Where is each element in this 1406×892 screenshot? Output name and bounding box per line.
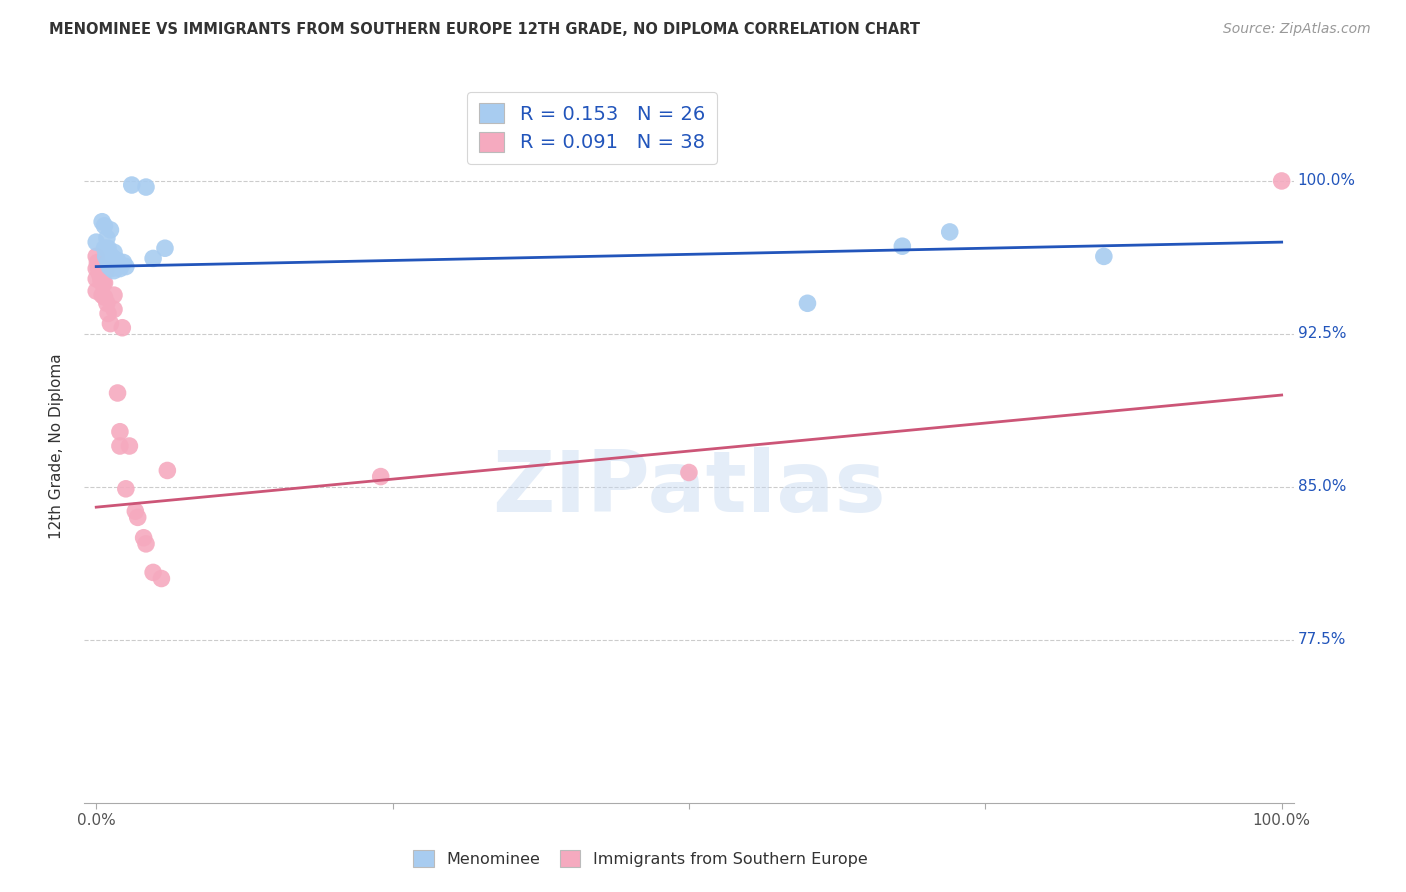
Point [891, 239, 914, 253]
Point [96, 231, 118, 245]
Point [94, 249, 117, 263]
Point [84, 235, 107, 249]
Point [91, 261, 114, 276]
Point [84, 284, 107, 298]
Point [142, 566, 165, 580]
Point [84, 272, 107, 286]
Point [93, 219, 115, 233]
Point [93, 241, 115, 255]
Point [115, 482, 138, 496]
Text: Source: ZipAtlas.com: Source: ZipAtlas.com [1223, 22, 1371, 37]
Point [127, 510, 149, 524]
Point [103, 245, 125, 260]
Point [132, 531, 155, 545]
Point [118, 439, 141, 453]
Point [100, 249, 122, 263]
Point [108, 261, 131, 276]
Point [100, 317, 122, 331]
Point [86, 255, 108, 269]
Point [1271, 174, 1294, 188]
Legend: Menominee, Immigrants from Southern Europe: Menominee, Immigrants from Southern Euro… [406, 844, 875, 873]
Point [93, 261, 115, 276]
Point [370, 469, 392, 483]
Point [103, 263, 125, 277]
Point [156, 463, 179, 477]
Point [103, 288, 125, 302]
Point [91, 276, 114, 290]
Point [84, 261, 107, 276]
Text: ZIPatlas: ZIPatlas [492, 447, 886, 531]
Point [796, 296, 818, 310]
Point [100, 261, 122, 276]
Point [153, 241, 176, 255]
Point [94, 263, 117, 277]
Point [108, 425, 131, 439]
Point [135, 537, 157, 551]
Point [150, 572, 173, 586]
Point [93, 276, 115, 290]
Text: 92.5%: 92.5% [1298, 326, 1346, 342]
Point [91, 288, 114, 302]
Point [142, 252, 165, 266]
Point [1092, 249, 1115, 263]
Text: MENOMINEE VS IMMIGRANTS FROM SOUTHERN EUROPE 12TH GRADE, NO DIPLOMA CORRELATION : MENOMINEE VS IMMIGRANTS FROM SOUTHERN EU… [49, 22, 920, 37]
Point [115, 260, 138, 274]
Text: 100.0%: 100.0% [1298, 173, 1355, 188]
Point [107, 386, 129, 401]
Point [97, 255, 120, 269]
Point [100, 223, 122, 237]
Point [87, 261, 110, 276]
Point [111, 320, 134, 334]
Text: 85.0%: 85.0% [1298, 479, 1346, 494]
Point [93, 290, 115, 304]
Point [124, 504, 146, 518]
Point [98, 260, 121, 274]
Point [108, 439, 131, 453]
Point [91, 276, 114, 290]
Y-axis label: 12th Grade, No Diploma: 12th Grade, No Diploma [49, 353, 63, 539]
Point [107, 253, 129, 268]
Point [103, 302, 125, 317]
Point [938, 225, 960, 239]
Point [90, 274, 112, 288]
Point [97, 306, 120, 320]
Point [97, 241, 120, 255]
Point [91, 215, 114, 229]
Point [121, 178, 143, 192]
Point [89, 268, 111, 282]
Point [84, 249, 107, 263]
Point [96, 296, 118, 310]
Point [91, 263, 114, 277]
Text: 77.5%: 77.5% [1298, 632, 1346, 648]
Point [112, 255, 135, 269]
Point [678, 466, 700, 480]
Point [135, 180, 157, 194]
